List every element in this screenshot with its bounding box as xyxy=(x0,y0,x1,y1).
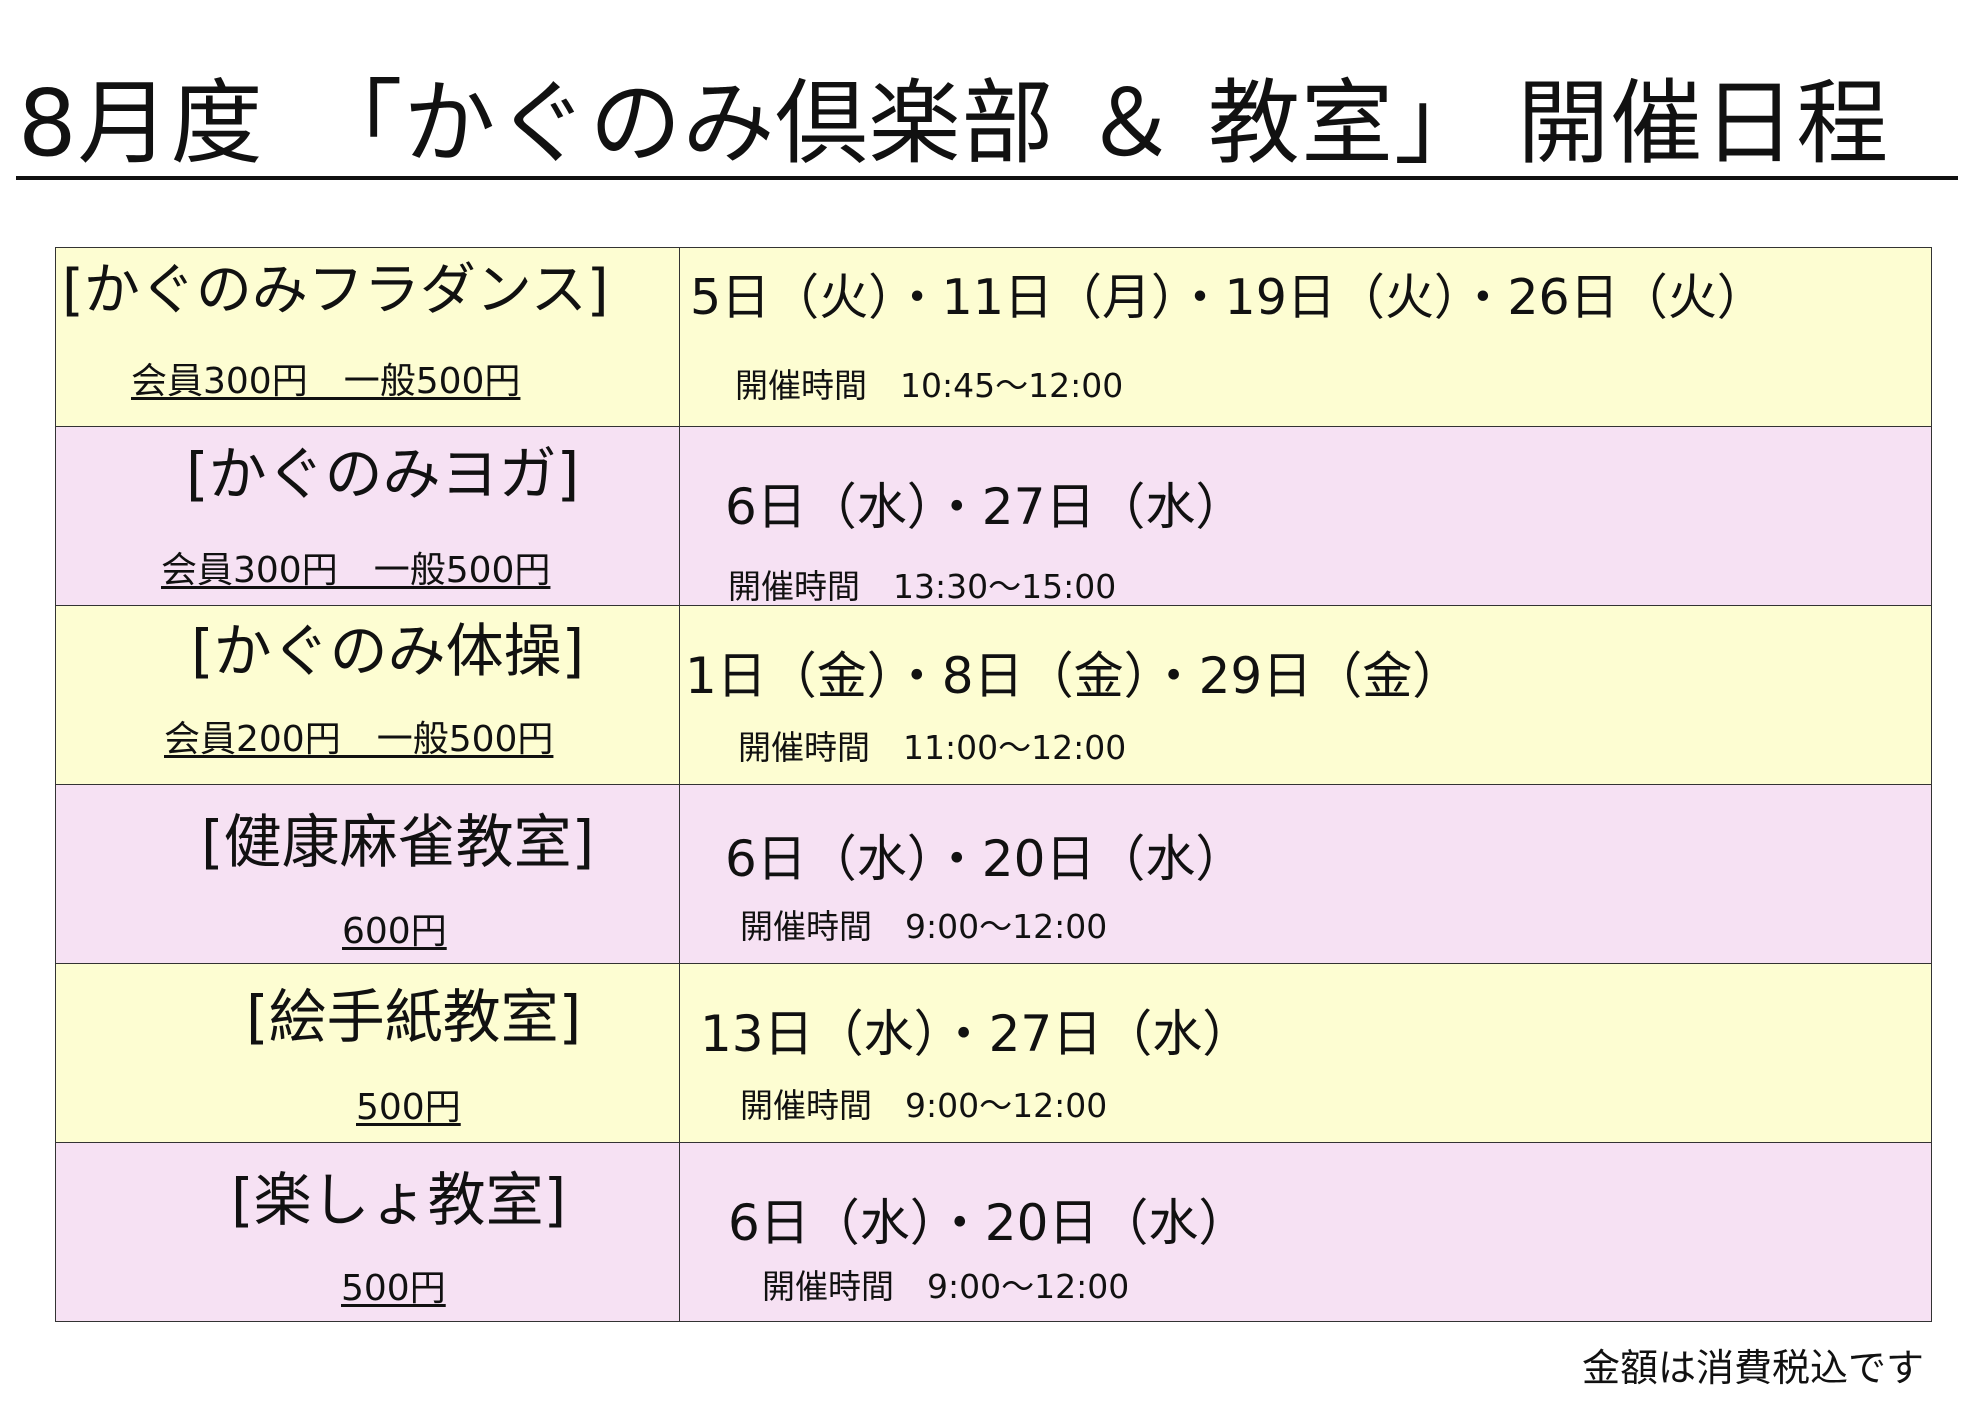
class-fee: 600円 xyxy=(342,911,447,952)
schedule-table: [かぐのみフラダンス] 会員300円 一般500円 5日（火）・11日（月）・1… xyxy=(55,247,1932,1322)
class-cell: [かぐのみフラダンス] 会員300円 一般500円 xyxy=(55,247,680,427)
schedule-cell: 6日（水）・20日（水） 開催時間 9:00～12:00 xyxy=(679,1142,1932,1322)
class-dates: 6日（水）・27日（水） xyxy=(725,478,1246,536)
time-label: 開催時間 xyxy=(740,1086,872,1125)
schedule-cell: 6日（水）・20日（水） 開催時間 9:00～12:00 xyxy=(679,784,1932,964)
class-dates: 5日（火）・11日（月）・19日（火）・26日（火） xyxy=(690,269,1766,326)
schedule-cell: 13日（水）・27日（水） 開催時間 9:00～12:00 xyxy=(679,963,1932,1143)
class-cell: [絵手紙教室] 500円 xyxy=(55,963,680,1143)
schedule-row: [絵手紙教室] 500円 13日（水）・27日（水） 開催時間 9:00～12:… xyxy=(55,963,1932,1143)
time-label: 開催時間 xyxy=(728,567,860,606)
class-dates: 6日（水）・20日（水） xyxy=(728,1194,1249,1252)
schedule-cell: 5日（火）・11日（月）・19日（火）・26日（火） 開催時間 10:45～12… xyxy=(679,247,1932,427)
time-label: 開催時間 xyxy=(762,1267,894,1306)
time-range: 11:00～12:00 xyxy=(903,728,1127,767)
class-time: 開催時間 11:00～12:00 xyxy=(738,728,1126,768)
class-name: [楽しょ教室] xyxy=(231,1166,567,1234)
class-dates: 1日（金）・8日（金）・29日（金） xyxy=(685,647,1463,705)
schedule-row: [かぐのみヨガ] 会員300円 一般500円 6日（水）・27日（水） 開催時間… xyxy=(55,426,1932,607)
schedule-row: [健康麻雀教室] 600円 6日（水）・20日（水） 開催時間 9:00～12:… xyxy=(55,784,1932,964)
class-fee: 会員200円 一般500円 xyxy=(164,719,554,760)
class-cell: [健康麻雀教室] 600円 xyxy=(55,784,680,964)
schedule-row: [かぐのみ体操] 会員200円 一般500円 1日（金）・8日（金）・29日（金… xyxy=(55,605,1932,785)
time-range: 9:00～12:00 xyxy=(927,1267,1130,1306)
class-time: 開催時間 13:30～15:00 xyxy=(728,567,1116,607)
tax-note: 金額は消費税込です xyxy=(1581,1346,1924,1390)
class-name: [かぐのみ体操] xyxy=(191,617,585,685)
schedule-cell: 1日（金）・8日（金）・29日（金） 開催時間 11:00～12:00 xyxy=(679,605,1932,785)
class-fee: 会員300円 一般500円 xyxy=(131,361,521,402)
page-title: 8月度 「かぐのみ倶楽部 ＆ 教室」 開催日程 xyxy=(18,70,1890,177)
class-time: 開催時間 9:00～12:00 xyxy=(740,907,1107,947)
schedule-cell: 6日（水）・27日（水） 開催時間 13:30～15:00 xyxy=(679,426,1932,607)
time-label: 開催時間 xyxy=(738,728,870,767)
class-name: [絵手紙教室] xyxy=(246,983,582,1051)
time-range: 9:00～12:00 xyxy=(905,907,1108,946)
class-fee: 会員300円 一般500円 xyxy=(161,550,551,591)
schedule-row: [楽しょ教室] 500円 6日（水）・20日（水） 開催時間 9:00～12:0… xyxy=(55,1142,1932,1322)
class-time: 開催時間 9:00～12:00 xyxy=(740,1086,1107,1126)
time-range: 10:45～12:00 xyxy=(900,366,1124,405)
class-name: [健康麻雀教室] xyxy=(201,808,595,876)
class-dates: 13日（水）・27日（水） xyxy=(700,1005,1253,1063)
class-dates: 6日（水）・20日（水） xyxy=(725,830,1246,888)
time-range: 13:30～15:00 xyxy=(893,567,1117,606)
class-time: 開催時間 10:45～12:00 xyxy=(735,366,1123,406)
time-label: 開催時間 xyxy=(735,366,867,405)
time-range: 9:00～12:00 xyxy=(905,1086,1108,1125)
class-fee: 500円 xyxy=(341,1268,446,1309)
class-name: [かぐのみヨガ] xyxy=(186,440,580,508)
schedule-row: [かぐのみフラダンス] 会員300円 一般500円 5日（火）・11日（月）・1… xyxy=(55,247,1932,427)
class-time: 開催時間 9:00～12:00 xyxy=(762,1267,1129,1307)
class-cell: [かぐのみ体操] 会員200円 一般500円 xyxy=(55,605,680,785)
class-cell: [楽しょ教室] 500円 xyxy=(55,1142,680,1322)
class-name: [かぐのみフラダンス] xyxy=(62,258,609,323)
title-underline xyxy=(16,176,1958,180)
time-label: 開催時間 xyxy=(740,907,872,946)
class-cell: [かぐのみヨガ] 会員300円 一般500円 xyxy=(55,426,680,606)
class-fee: 500円 xyxy=(356,1087,461,1128)
